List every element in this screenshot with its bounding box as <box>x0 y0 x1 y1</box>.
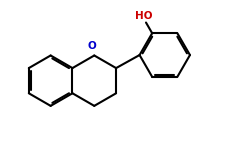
Text: O: O <box>87 41 96 51</box>
Text: HO: HO <box>135 11 153 21</box>
